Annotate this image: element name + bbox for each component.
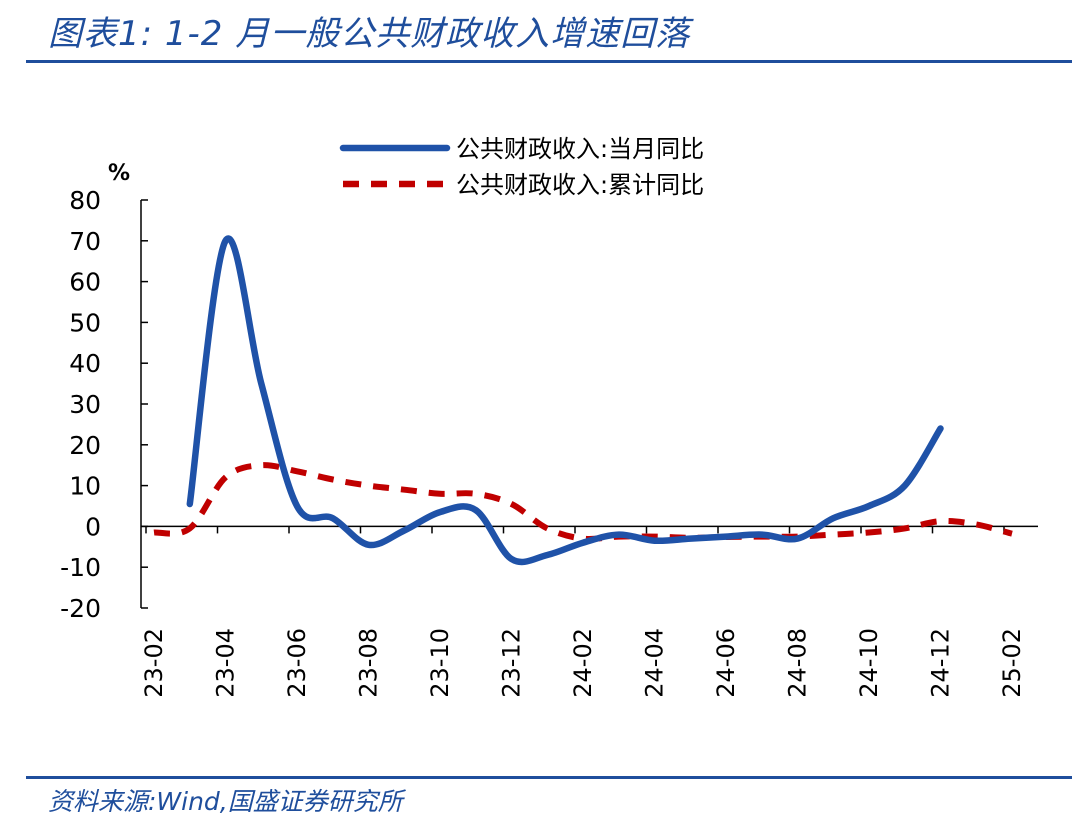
x-tick-label: 23-04 [212,628,240,698]
x-tick-label: 23-12 [498,628,526,698]
y-tick-label: 60 [69,268,101,297]
y-tick-label: 10 [69,472,101,501]
x-tick-label: 23-02 [140,628,168,698]
x-tick-label: 23-08 [355,628,383,698]
x-tick-label: 25-02 [998,628,1026,698]
title-divider [26,60,1072,63]
x-tick-label: 23-10 [426,628,454,698]
y-tick-label: 50 [69,308,101,337]
y-tick-label: 30 [69,390,101,419]
x-tick-label: 24-04 [641,628,669,698]
y-tick-label: -20 [60,594,101,623]
chart-title: 图表1: 1-2 月一般公共财政收入增速回落 [48,14,691,54]
x-tick-label: 24-06 [712,628,740,698]
line-chart: 80 70 60 50 40 30 20 10 0 -10 -20% 23-02 23-04 23-06 2… [60,135,1038,698]
y-tick-label: 0 [85,512,101,541]
y-unit-label: % [108,161,130,186]
series-line-cumulative [153,462,1013,542]
legend-label: 公共财政收入:累计同比 [456,171,704,199]
y-tick-label: 40 [69,349,101,378]
y-tick-label: 80 [69,186,101,215]
x-tick-label: 24-08 [784,628,812,698]
x-tick-label: 24-10 [855,628,883,698]
x-tick-label: 24-12 [927,628,955,698]
footer-divider [26,776,1072,779]
y-tick-label: -10 [60,553,101,582]
series-line-monthly [186,235,944,566]
y-tick-label: 70 [69,227,101,256]
x-tick-label: 23-06 [283,628,311,698]
legend-label: 公共财政收入:当月同比 [456,135,704,163]
y-tick-label: 20 [69,431,101,460]
source-note: 资料来源:Wind,国盛证券研究所 [48,787,403,816]
x-tick-label: 24-02 [569,628,597,698]
